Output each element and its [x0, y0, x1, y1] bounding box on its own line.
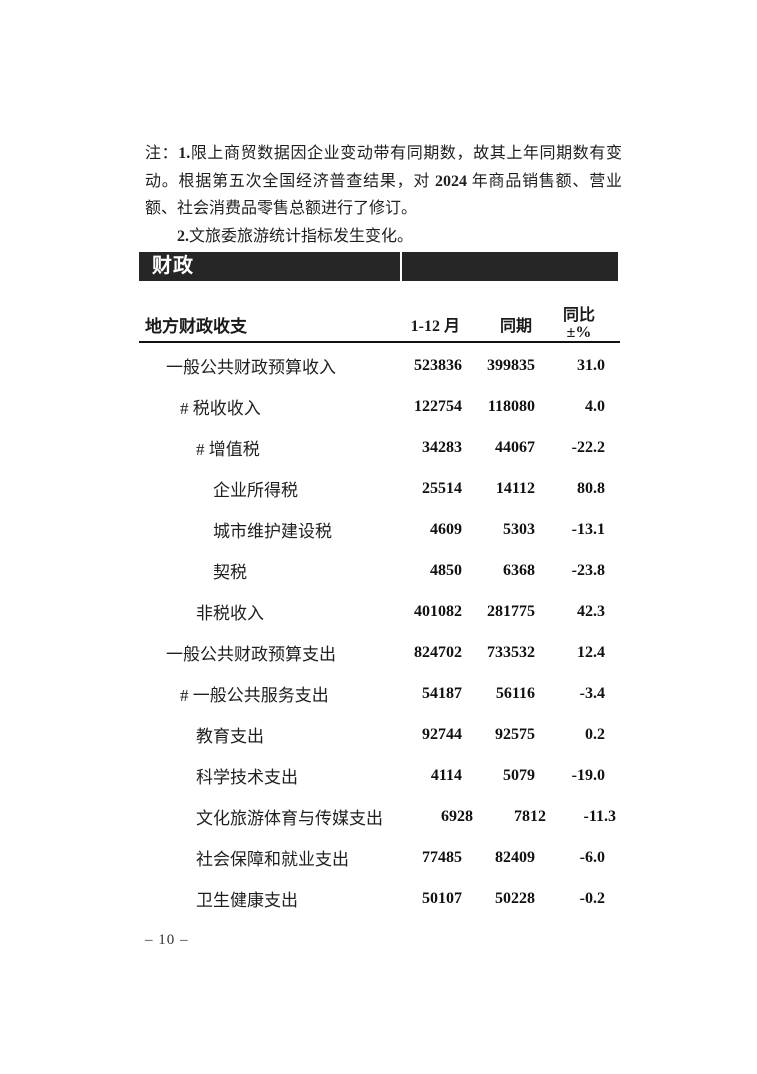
row-label: # 一般公共服务支出: [180, 686, 329, 705]
header-col-yoy-line2: ±%: [566, 324, 592, 341]
row-pct-value: 4.0: [585, 397, 605, 415]
row-prior-value: 44067: [495, 438, 535, 456]
note-1-text-b: 年商品销售额、营业额、社会消费品零售总额进行了修订。: [145, 172, 622, 218]
header-col-yoy: 同比 ±%: [535, 307, 605, 341]
row-prior-value: 14112: [495, 479, 535, 497]
row-pct-value: -19.0: [571, 766, 605, 784]
row-current-value: 6928: [441, 807, 473, 825]
row-prior-value: 5303: [503, 520, 535, 538]
note-prefix: 注：: [145, 145, 179, 162]
header-col-same-period: 同期: [499, 318, 532, 335]
table-row: # 一般公共服务支出 54187 56116 -3.4: [139, 673, 620, 714]
note-1-year: 2024: [434, 172, 467, 190]
header-row-label: 地方财政收支: [145, 316, 247, 336]
row-pct-value: 31.0: [577, 356, 605, 374]
note-line-2: 2.文旅委旅游统计指标发生变化。: [145, 223, 622, 251]
row-prior-value: 5079: [503, 766, 535, 784]
header-col-yoy-line1: 同比: [562, 307, 595, 324]
table-row: 城市维护建设税 4609 5303 -13.1: [139, 509, 620, 550]
row-label: 教育支出: [196, 727, 264, 746]
row-current-value: 34283: [422, 438, 462, 456]
row-label: 契税: [213, 563, 247, 582]
row-pct-value: -13.1: [571, 520, 605, 538]
row-label: 卫生健康支出: [196, 891, 298, 910]
table-row: 一般公共财政预算收入 523836 399835 31.0: [139, 345, 620, 386]
row-current-value: 4609: [430, 520, 462, 538]
row-label: # 税收收入: [180, 399, 261, 418]
row-prior-value: 7812: [514, 807, 546, 825]
row-pct-value: 80.8: [577, 479, 605, 497]
row-prior-value: 118080: [487, 397, 535, 415]
row-prior-value: 6368: [503, 561, 535, 579]
table-body: 一般公共财政预算收入 523836 399835 31.0 # 税收收入 122…: [139, 345, 620, 919]
row-label: 一般公共财政预算收入: [166, 358, 336, 377]
row-current-value: 4114: [430, 766, 462, 784]
row-current-value: 824702: [414, 643, 462, 661]
row-pct-value: -3.4: [579, 684, 605, 702]
row-label: 社会保障和就业支出: [196, 850, 349, 869]
table-header-row: 地方财政收支 1-12 月 同期 同比 ±%: [139, 307, 620, 343]
row-prior-value: 92575: [495, 725, 535, 743]
row-label: 科学技术支出: [196, 768, 298, 787]
row-label: 城市维护建设税: [213, 522, 332, 541]
row-current-value: 54187: [422, 684, 462, 702]
note-1-number: 1.: [178, 145, 191, 162]
row-prior-value: 399835: [487, 356, 535, 374]
row-prior-value: 56116: [495, 684, 535, 702]
table-row: 科学技术支出 4114 5079 -19.0: [139, 755, 620, 796]
row-current-value: 77485: [422, 848, 462, 866]
row-pct-value: 42.3: [577, 602, 605, 620]
row-label: # 增值税: [196, 440, 260, 459]
row-prior-value: 50228: [495, 889, 535, 907]
row-pct-value: 0.2: [585, 725, 605, 743]
row-label: 文化旅游体育与传媒支出: [196, 809, 383, 828]
row-label: 企业所得税: [213, 481, 298, 500]
row-prior-value: 733532: [487, 643, 535, 661]
table-row: # 增值税 34283 44067 -22.2: [139, 427, 620, 468]
row-pct-value: -0.2: [579, 889, 605, 907]
row-label: 非税收入: [196, 604, 264, 623]
notes-block: 注：1.限上商贸数据因企业变动带有同期数，故其上年同期数有变动。根据第五次全国经…: [145, 140, 622, 250]
row-current-value: 92744: [422, 725, 462, 743]
table-row: # 税收收入 122754 118080 4.0: [139, 386, 620, 427]
row-pct-value: -22.2: [571, 438, 605, 456]
fiscal-table: 地方财政收支 1-12 月 同期 同比 ±% 一般公共财政预算收入 523836…: [139, 307, 620, 919]
note-line-1: 注：1.限上商贸数据因企业变动带有同期数，故其上年同期数有变动。根据第五次全国经…: [145, 140, 622, 223]
row-current-value: 50107: [422, 889, 462, 907]
table-row: 文化旅游体育与传媒支出 6928 7812 -11.3: [139, 796, 620, 837]
row-pct-value: -6.0: [579, 848, 605, 866]
row-current-value: 401082: [414, 602, 462, 620]
section-bar-divider: [400, 252, 402, 281]
note-2-number: 2.: [177, 227, 189, 245]
row-prior-value: 82409: [495, 848, 535, 866]
table-row: 一般公共财政预算支出 824702 733532 12.4: [139, 632, 620, 673]
table-row: 社会保障和就业支出 77485 82409 -6.0: [139, 837, 620, 878]
table-row: 卫生健康支出 50107 50228 -0.2: [139, 878, 620, 919]
table-row: 企业所得税 25514 14112 80.8: [139, 468, 620, 509]
row-pct-value: -23.8: [571, 561, 605, 579]
row-pct-value: 12.4: [577, 643, 605, 661]
header-col-period: 1-12 月: [410, 318, 460, 335]
row-current-value: 523836: [414, 356, 462, 374]
section-title: 财政: [152, 255, 194, 277]
row-prior-value: 281775: [487, 602, 535, 620]
section-header-bar: 财政: [139, 252, 618, 281]
row-label: 一般公共财政预算支出: [166, 645, 336, 664]
note-2-text: 文旅委旅游统计指标发生变化。: [189, 227, 414, 245]
table-row: 契税 4850 6368 -23.8: [139, 550, 620, 591]
note-1-text-a: 限上商贸数据因企业变动带有同期数，故其上年同期数有变动。根据第五次全国经济普查结…: [145, 145, 622, 190]
page-number: – 10 –: [145, 932, 189, 948]
table-row: 非税收入 401082 281775 42.3: [139, 591, 620, 632]
row-pct-value: -11.3: [583, 807, 616, 825]
row-current-value: 4850: [430, 561, 462, 579]
row-current-value: 25514: [422, 479, 462, 497]
row-current-value: 122754: [414, 397, 462, 415]
table-row: 教育支出 92744 92575 0.2: [139, 714, 620, 755]
